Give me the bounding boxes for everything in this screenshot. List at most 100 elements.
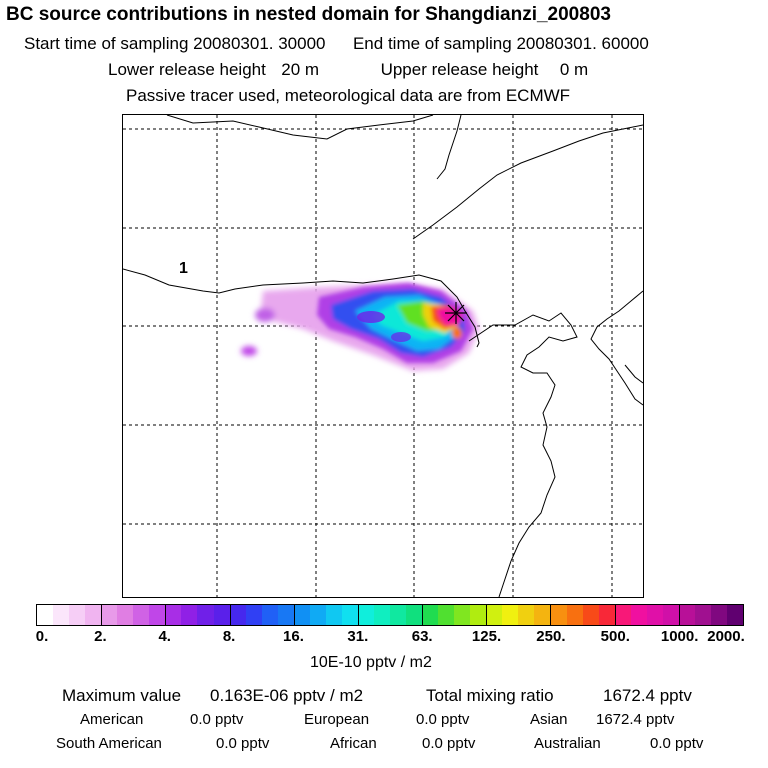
start-time-label: Start time of sampling — [24, 34, 189, 53]
colorbar-swatch — [277, 605, 294, 625]
region-value-african: 0.0 pptv — [422, 735, 476, 752]
total-mixing-ratio-label: Total mixing ratio — [426, 686, 554, 705]
colorbar-tick-label: 2. — [94, 628, 107, 645]
region-name-african: African — [330, 735, 377, 752]
colorbar-swatch — [245, 605, 262, 625]
tracer-note: Passive tracer used, meteorological data… — [126, 86, 571, 105]
map-title: BC source contributions in nested domain… — [6, 4, 611, 25]
lower-release-label: Lower release height — [108, 60, 266, 79]
lower-release-value: 20 m — [281, 60, 320, 79]
region-name-south-american: South American — [56, 735, 162, 752]
colorbar-swatch — [534, 605, 551, 625]
colorbar-swatch — [486, 605, 503, 625]
region-name-american: American — [80, 711, 144, 728]
colorbar-swatch — [293, 605, 310, 625]
map-panel: 1 — [122, 114, 644, 598]
colorbar-division — [422, 605, 424, 625]
upper-release-label: Upper release height — [380, 60, 539, 79]
colorbar-swatch — [53, 605, 70, 625]
colorbar-tick-label: 1000. — [660, 628, 699, 645]
colorbar-swatch — [598, 605, 615, 625]
colorbar-swatch — [502, 605, 519, 625]
colorbar-swatch — [582, 605, 599, 625]
colorbar-division — [486, 605, 488, 625]
total-mixing-ratio-value: 1672.4 pptv — [603, 686, 692, 705]
colorbar-swatch — [390, 605, 407, 625]
colorbar-swatch — [630, 605, 647, 625]
end-time-value: 20080301. 60000 — [516, 34, 649, 53]
colorbar-tick-label: 500. — [600, 628, 630, 645]
colorbar-division — [614, 605, 616, 625]
region-name-australian: Australian — [534, 735, 601, 752]
colorbar-swatch — [85, 605, 102, 625]
colorbar-swatch — [325, 605, 342, 625]
receptor-marker — [445, 302, 467, 324]
colorbar-tick-label: 16. — [283, 628, 304, 645]
colorbar-division — [165, 605, 167, 625]
release-heights: Lower release height 20 m Upper release … — [108, 60, 588, 80]
start-time-value: 20080301. 30000 — [193, 34, 326, 53]
concentration-plume — [241, 283, 479, 371]
colorbar-swatch — [406, 605, 423, 625]
region-value-australian: 0.0 pptv — [650, 735, 704, 752]
map-canvas: 1 — [123, 115, 643, 597]
colorbar-swatch — [165, 605, 182, 625]
colorbar-swatch — [678, 605, 695, 625]
colorbar-tick-label: 31. — [347, 628, 369, 645]
colorbar-swatch — [229, 605, 246, 625]
colorbar-division — [678, 605, 680, 625]
colorbar-swatch — [181, 605, 198, 625]
region-name-european: European — [304, 711, 370, 728]
upper-release-value: 0 m — [559, 60, 589, 79]
colorbar-swatch — [662, 605, 679, 625]
colorbar-division — [550, 605, 552, 625]
colorbar-division — [101, 605, 103, 625]
colorbar-tick-label: 250. — [536, 628, 566, 645]
colorbar-units: 10E-10 pptv / m2 — [310, 654, 432, 671]
colorbar-swatch — [566, 605, 583, 625]
region-value-european: 0.0 pptv — [416, 711, 470, 728]
colorbar-swatch — [117, 605, 134, 625]
colorbar-swatch — [422, 605, 439, 625]
region-name-asian: Asian — [530, 711, 568, 728]
colorbar-swatch — [550, 605, 567, 625]
colorbar-swatch — [133, 605, 150, 625]
colorbar-swatch — [694, 605, 711, 625]
colorbar-swatch — [69, 605, 86, 625]
colorbar-ticks: 0. 2. 4. 8. 16. 31. 63. 125. 250. 500. 1000. 2000. — [0, 628, 768, 648]
colorbar-division — [293, 605, 295, 625]
map-gridlines — [123, 115, 643, 597]
max-value-label: Maximum value — [62, 686, 182, 705]
colorbar-swatch — [213, 605, 230, 625]
colorbar-swatch — [149, 605, 166, 625]
sampling-times: Start time of sampling 20080301. 30000 E… — [24, 34, 649, 54]
colorbar-swatch — [518, 605, 535, 625]
colorbar-swatch — [101, 605, 118, 625]
colorbar-tick-label: 0. — [35, 628, 49, 645]
end-time-label: End time of sampling — [352, 34, 512, 53]
colorbar-division — [229, 605, 231, 625]
colorbar-tick-label: 2000. — [707, 628, 745, 645]
colorbar-swatch — [309, 605, 326, 625]
coastlines — [123, 115, 643, 597]
colorbar-swatch — [357, 605, 374, 625]
colorbar-swatch — [438, 605, 455, 625]
region-label: 1 — [179, 260, 188, 277]
colorbar-swatch — [470, 605, 487, 625]
colorbar-tick-label: 63. — [411, 628, 433, 645]
max-value: 0.163E-06 pptv / m2 — [210, 686, 364, 705]
colorbar-division — [357, 605, 359, 625]
region-value-south-american: 0.0 pptv — [216, 735, 270, 752]
colorbar-swatch — [454, 605, 471, 625]
colorbar-swatch — [373, 605, 391, 625]
region-value-american: 0.0 pptv — [190, 711, 244, 728]
colorbar-tick-label: 4. — [158, 628, 171, 645]
colorbar-swatch — [646, 605, 663, 625]
colorbar-swatch — [710, 605, 728, 625]
colorbar — [36, 604, 744, 626]
colorbar-swatch — [261, 605, 278, 625]
colorbar-tick-label: 8. — [222, 628, 236, 645]
colorbar-swatch — [197, 605, 214, 625]
region-value-asian: 1672.4 pptv — [596, 711, 675, 728]
colorbar-swatch — [727, 605, 744, 625]
